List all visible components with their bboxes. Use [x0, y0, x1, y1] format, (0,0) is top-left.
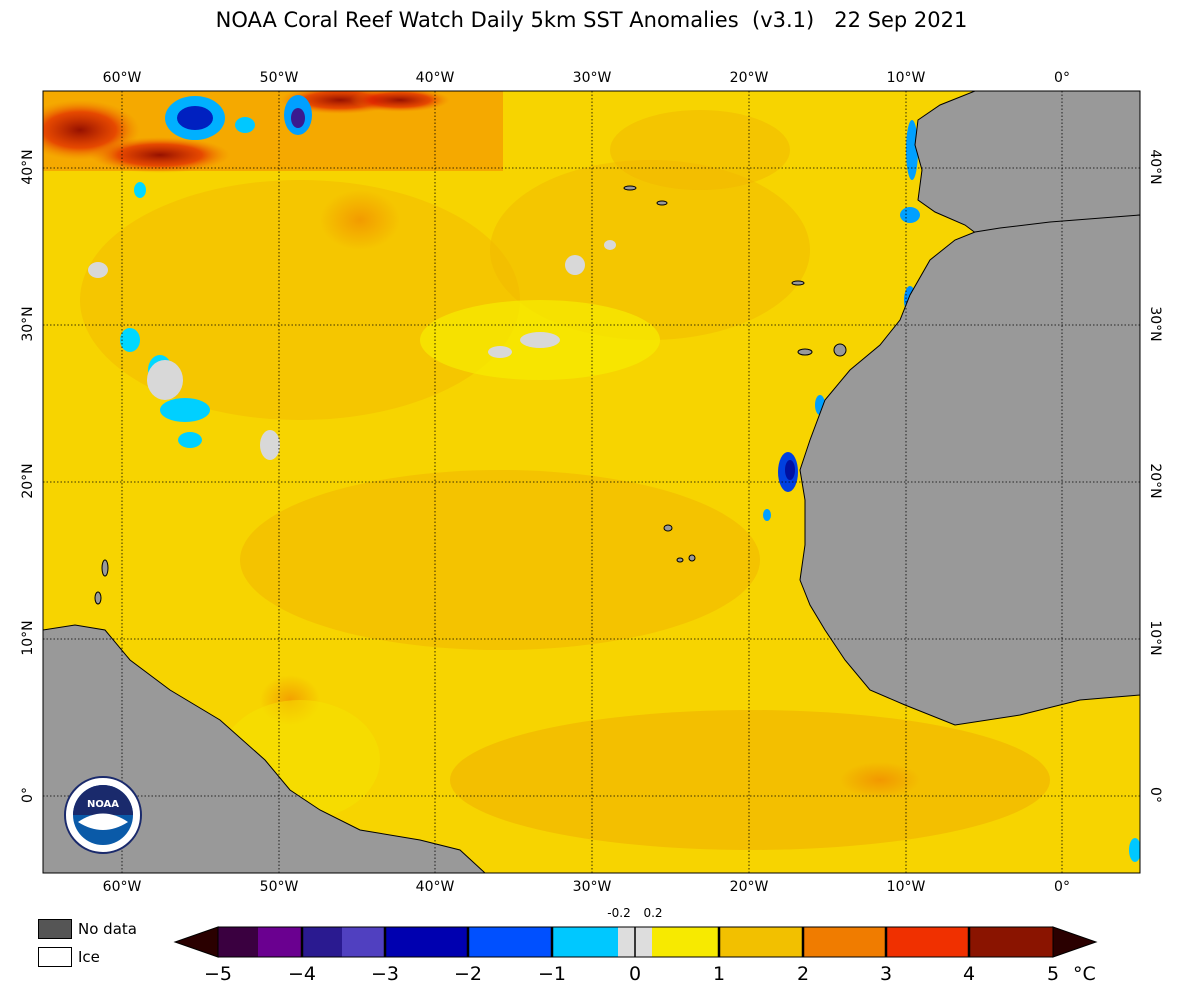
colorbar-tick: −3 [370, 963, 400, 985]
colorbar-small-tick: -0.2 [607, 906, 631, 920]
lat-label-left: 30°N [20, 306, 36, 342]
map-area [43, 91, 1140, 873]
lat-label-left: 40°N [20, 149, 36, 185]
logo-text: NOAA [87, 799, 119, 810]
lon-label-bottom: 50°W [259, 879, 299, 895]
lat-label-right: 40°N [1147, 149, 1163, 185]
lat-label-right: 0° [1147, 787, 1163, 803]
lat-label-right: 20°N [1147, 463, 1163, 499]
lat-label-right: 10°N [1147, 620, 1163, 656]
graticule [43, 91, 1140, 873]
lon-label-top: 10°W [886, 70, 926, 86]
colorbar-tick: −5 [203, 963, 233, 985]
lon-label-top: 50°W [259, 70, 299, 86]
lon-label-bottom: 40°W [415, 879, 455, 895]
lon-label-bottom: 10°W [886, 879, 926, 895]
neutral-patches [88, 240, 616, 460]
map-frame [42, 90, 1141, 874]
colorbar-tick: 2 [796, 963, 810, 985]
noaa-logo: NOAA [64, 776, 142, 854]
lon-label-top: 0° [1054, 70, 1070, 86]
lon-label-top: 60°W [102, 70, 142, 86]
lon-label-bottom: 0° [1054, 879, 1070, 895]
colorbar-tick: −1 [537, 963, 567, 985]
lat-label-left: 20°N [20, 463, 36, 499]
islands [94, 185, 847, 605]
lon-label-bottom: 30°W [572, 879, 612, 895]
lon-label-top: 30°W [572, 70, 612, 86]
lon-label-top: 20°W [729, 70, 769, 86]
legend-ice: Ice [38, 947, 100, 967]
colorbar-tick: −4 [287, 963, 317, 985]
lon-label-bottom: 20°W [729, 879, 769, 895]
colorbar-unit: °C [1073, 963, 1096, 985]
colorbar [173, 926, 1098, 958]
lon-label-bottom: 60°W [102, 879, 142, 895]
colorbar-tick: 0 [628, 963, 642, 985]
colorbar-tick: 1 [712, 963, 726, 985]
no-data-swatch [38, 919, 72, 939]
ice-swatch [38, 947, 72, 967]
colorbar-tick: 3 [879, 963, 893, 985]
colorbar-tick: −2 [453, 963, 483, 985]
colorbar-tick: 4 [962, 963, 976, 985]
map-title: NOAA Coral Reef Watch Daily 5km SST Anom… [215, 8, 968, 32]
land [43, 91, 1140, 873]
colorbar-small-tick: 0.2 [643, 906, 663, 920]
no-data-label: No data [78, 920, 137, 938]
lat-label-left: 10°N [20, 620, 36, 656]
lat-label-right: 30°N [1147, 306, 1163, 342]
colorbar-tick: 5 [1046, 963, 1060, 985]
legend-no-data: No data [38, 919, 137, 939]
lat-label-left: 0° [20, 787, 36, 803]
lon-label-top: 40°W [415, 70, 455, 86]
ice-label: Ice [78, 948, 100, 966]
